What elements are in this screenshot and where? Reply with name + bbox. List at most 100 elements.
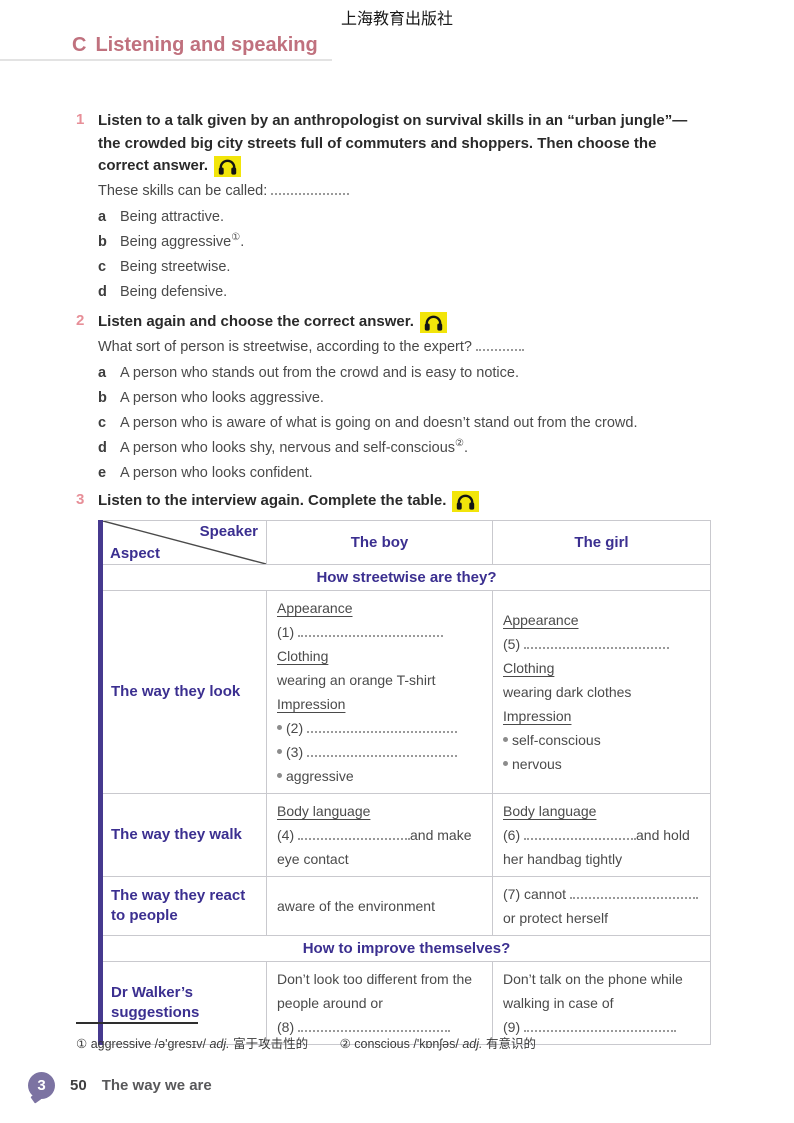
fill-blank xyxy=(524,637,670,649)
blank-number: (5) xyxy=(503,635,521,652)
bullet-icon xyxy=(503,736,508,742)
table-row-walk: The way they walk Body language (4) and … xyxy=(100,792,711,877)
exercise-2-number: 2 xyxy=(76,312,85,329)
look-boy-cell: Appearance (1) Clothing wearing an orang… xyxy=(266,589,493,794)
page-footer: 3 50 The way we are xyxy=(28,1072,212,1099)
exercise-1-question: These skills can be called: xyxy=(98,183,708,199)
unit-badge-number: 3 xyxy=(37,1077,46,1094)
option-text-main: Being aggressive xyxy=(120,233,232,250)
footnote-phonetic: /'kɒnʃəs/ xyxy=(413,1037,459,1051)
exercise-1-prompt: Listen to a talk given by an anthropolog… xyxy=(98,110,708,178)
blank-number: (2) xyxy=(286,719,304,736)
footnote-mark: ② xyxy=(339,1037,351,1051)
exercise-3-body: Listen to the interview again. Complete … xyxy=(98,490,711,1045)
option-row: c Being streetwise. xyxy=(98,258,708,276)
blank-number: (8) xyxy=(277,1018,295,1035)
option-text-tail: . xyxy=(240,233,245,250)
column-header-girl: The girl xyxy=(492,519,711,565)
unit-title: The way we are xyxy=(101,1077,212,1094)
section-name: Listening and speaking xyxy=(95,34,318,56)
exercise-1: 1 Listen to a talk given by an anthropol… xyxy=(76,110,708,308)
footnote-block: ① aggressive /ə'gresɪv/ adj. 富于攻击性的 ② co… xyxy=(76,1022,708,1052)
bullet-icon xyxy=(503,760,508,766)
table-header-row: Speaker Aspect The boy The girl xyxy=(100,519,711,565)
option-text-main: Being attractive. xyxy=(120,208,224,225)
column-header-boy: The boy xyxy=(266,519,493,565)
option-text: Being streetwise. xyxy=(120,258,230,276)
subheading: Clothing xyxy=(503,659,555,676)
table-section-row: How streetwise are they? xyxy=(100,563,711,591)
exercise-3-prompt: Listen to the interview again. Complete … xyxy=(98,490,708,513)
section-title: C Listening and speaking xyxy=(72,34,318,57)
option-row: b Being aggressive①. xyxy=(98,231,708,251)
answer-blank xyxy=(271,183,350,195)
subheading: Impression xyxy=(277,695,346,712)
blank-number: (9) xyxy=(503,1018,521,1035)
title-underline xyxy=(0,59,332,61)
table-row-look: The way they look Appearance (1) Clothin… xyxy=(100,589,711,794)
look-girl-cell: Appearance (5) Clothing wearing dark clo… xyxy=(492,589,711,794)
option-text: A person who looks shy, nervous and self… xyxy=(120,439,468,457)
option-text-tail: . xyxy=(464,439,469,456)
subheading: Impression xyxy=(503,707,572,724)
option-letter: d xyxy=(98,439,107,456)
fill-blank xyxy=(307,721,458,733)
option-text: Being attractive. xyxy=(120,208,224,226)
row-label-look: The way they look xyxy=(100,589,267,794)
table-row-suggestions: Dr Walker’s suggestions Don’t look too d… xyxy=(100,960,711,1045)
option-row: d Being defensive. xyxy=(98,283,708,301)
walk-boy-cell: Body language (4) and make eye contact xyxy=(266,792,493,877)
option-letter: c xyxy=(98,258,107,275)
numbered-blank-line: (5) xyxy=(503,632,700,656)
exercise-1-number: 1 xyxy=(76,111,85,128)
option-row: b A person who looks aggressive. xyxy=(98,389,708,407)
exercise-2-question: What sort of person is streetwise, accor… xyxy=(98,339,708,355)
section-letter: C xyxy=(72,34,87,56)
exercise-2: 2 Listen again and choose the correct an… xyxy=(76,311,708,489)
exercise-3-number: 3 xyxy=(76,491,85,508)
option-text: A person who stands out from the crowd a… xyxy=(120,364,519,382)
option-row: c A person who is aware of what is going… xyxy=(98,414,708,432)
corner-label-speaker: Speaker xyxy=(199,522,258,540)
option-row: d A person who looks shy, nervous and se… xyxy=(98,439,708,457)
cell-text: (7) cannot xyxy=(503,885,567,902)
option-text: A person who looks confident. xyxy=(120,464,313,482)
headphones-icon xyxy=(214,156,242,177)
option-text-main: A person who looks aggressive. xyxy=(120,389,324,406)
footnote-translation: 富于攻击性的 xyxy=(233,1037,309,1051)
cell-text: and make eye contact xyxy=(277,826,472,867)
option-letter: a xyxy=(98,208,107,225)
row-label-walk: The way they walk xyxy=(100,792,267,877)
footnote-phonetic: /ə'gresɪv/ xyxy=(154,1037,206,1051)
blank-number: (6) xyxy=(503,826,521,843)
row-label-suggestions: Dr Walker’s suggestions xyxy=(100,960,267,1045)
option-text: A person who is aware of what is going o… xyxy=(120,414,637,432)
subheading: Clothing xyxy=(277,647,329,664)
option-text: Being aggressive①. xyxy=(120,231,245,251)
section-heading-improve: How to improve themselves? xyxy=(100,934,711,962)
exercise-2-body: Listen again and choose the correct answ… xyxy=(98,311,708,489)
numbered-blank-line: (7) cannot or protect herself xyxy=(503,882,700,930)
option-row: a A person who stands out from the crowd… xyxy=(98,364,708,382)
react-boy-cell: aware of the environment xyxy=(266,875,493,936)
numbered-blank-line: (8) xyxy=(277,1015,482,1039)
footnote-line: ① aggressive /ə'gresɪv/ adj. 富于攻击性的 ② co… xyxy=(76,1033,708,1052)
footnote-ref-icon: ① xyxy=(231,231,241,243)
option-text-main: A person who looks confident. xyxy=(120,465,313,481)
table-row-react: The way they react to people aware of th… xyxy=(100,875,711,936)
page-number: 50 xyxy=(70,1077,87,1094)
option-text-main: Being defensive. xyxy=(120,283,228,300)
bullet-line: nervous xyxy=(503,752,700,776)
fill-blank xyxy=(307,745,458,757)
footnote-word: conscious xyxy=(354,1037,410,1051)
suggest-boy-cell: Don’t look too different from the people… xyxy=(266,960,493,1045)
option-letter: a xyxy=(98,364,107,381)
bullet-icon xyxy=(277,724,282,730)
cell-text: or protect herself xyxy=(503,909,609,926)
footnote-translation: 有意识的 xyxy=(485,1037,536,1051)
walk-girl-cell: Body language (6) and hold her handbag t… xyxy=(492,792,711,877)
table-corner-cell: Speaker Aspect xyxy=(100,519,267,565)
bullet-line: aggressive xyxy=(277,764,482,788)
option-letter: e xyxy=(98,465,107,481)
